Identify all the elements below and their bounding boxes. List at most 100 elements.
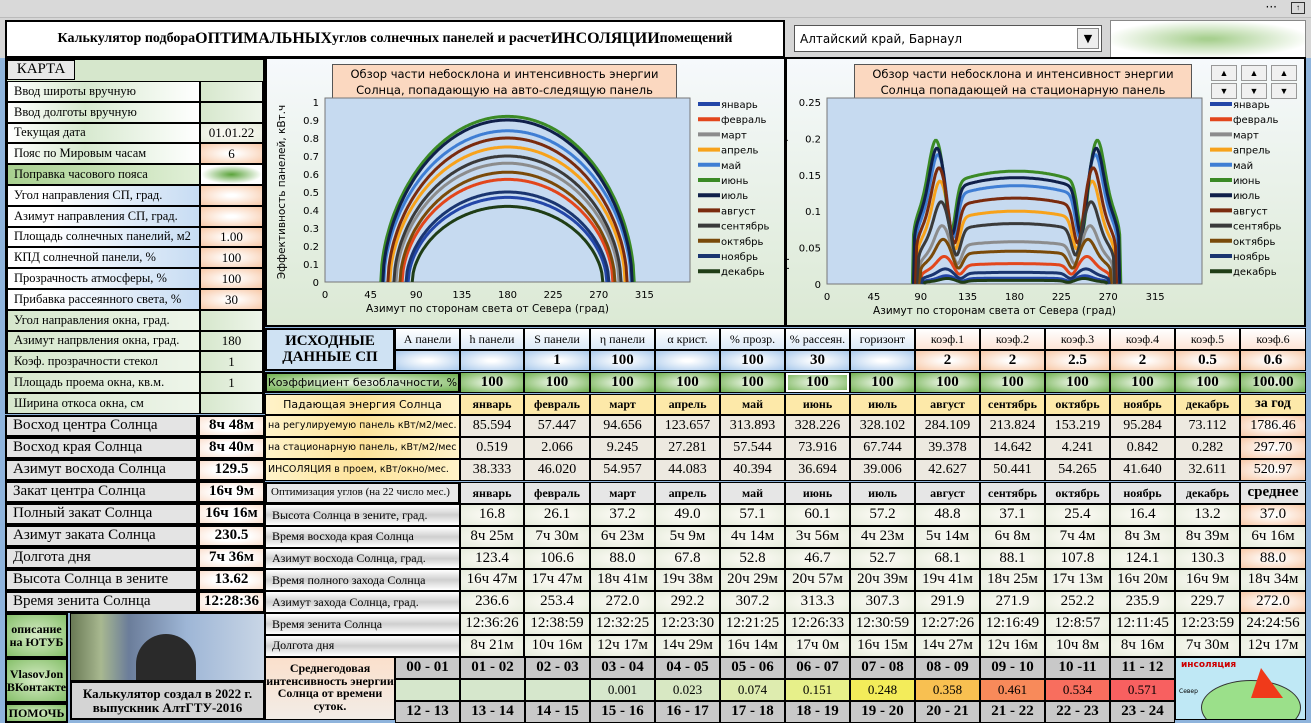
param-label: Пояс по Мировым часам: [7, 143, 200, 165]
optimization-value: 7ч 4м: [1045, 525, 1110, 548]
cloud-value[interactable]: 100: [720, 372, 785, 393]
cloud-value[interactable]: 100: [655, 372, 720, 393]
source-header: коэф.1: [915, 328, 980, 350]
optimization-value: 88.0: [590, 547, 655, 570]
hourly-value: 0.461: [980, 679, 1045, 701]
help-button[interactable]: ПОМОЧЬ: [5, 703, 68, 723]
cloud-value[interactable]: 100: [980, 372, 1045, 393]
param-value[interactable]: [200, 185, 263, 206]
optimization-value: 37.2: [590, 504, 655, 526]
more-options-icon[interactable]: ···: [1265, 0, 1277, 14]
hour-range-label: 03 - 04: [590, 657, 655, 679]
param-value[interactable]: [200, 309, 263, 331]
scroll-down-button[interactable]: ▼: [1241, 83, 1267, 99]
param-label: Азимут направления СП, град.: [7, 205, 200, 227]
param-label: Ввод широты вручную: [7, 81, 200, 102]
source-value[interactable]: [460, 350, 524, 371]
source-value[interactable]: 100: [720, 350, 785, 371]
energy-value: 0.842: [1110, 437, 1175, 459]
param-value[interactable]: 1: [200, 372, 263, 393]
cloud-value[interactable]: 100: [850, 372, 915, 393]
optimization-value: 17ч 13м: [1045, 569, 1110, 592]
cloud-value[interactable]: 100: [915, 372, 980, 393]
series-line-август: [914, 166, 1119, 284]
series-line-ноябрь: [920, 267, 1111, 285]
source-value[interactable]: 0.5: [1175, 350, 1240, 371]
series-line-ноябрь: [404, 190, 611, 283]
optimization-value: 7ч 30м: [1175, 634, 1240, 657]
energy-value: 39.006: [850, 459, 915, 481]
source-value[interactable]: [395, 350, 460, 371]
hourly-label: Среднегодовая интенсивность энергии Солн…: [265, 657, 395, 720]
param-label: Площадь проема окна, кв.м.: [7, 372, 200, 393]
optimization-value: 18ч 25м: [980, 569, 1045, 592]
cloud-value[interactable]: 100: [524, 372, 590, 393]
source-value[interactable]: 1: [524, 350, 590, 371]
source-value[interactable]: [850, 350, 915, 371]
cloud-value[interactable]: 100: [460, 372, 524, 393]
param-value[interactable]: [200, 205, 263, 227]
energy-value: 54.265: [1045, 459, 1110, 481]
param-value[interactable]: [200, 81, 263, 102]
source-value[interactable]: 2: [980, 350, 1045, 371]
param-value[interactable]: 1: [200, 351, 263, 373]
param-value[interactable]: [200, 393, 263, 414]
optimization-value: 229.7: [1175, 591, 1240, 613]
source-value[interactable]: 2.5: [1045, 350, 1110, 371]
vk-link-button[interactable]: VlasovJon ВКонтакте: [5, 658, 68, 703]
legend-label: январь: [1233, 100, 1270, 111]
optimization-value: 16.8: [460, 504, 524, 526]
scroll-up-button[interactable]: ▲: [1271, 65, 1297, 81]
youtube-link-button[interactable]: описание на ЮТУБ: [5, 613, 68, 658]
param-value[interactable]: [200, 164, 263, 185]
legend-label: октябрь: [1233, 237, 1276, 248]
cloud-value[interactable]: 100: [590, 372, 655, 393]
legend-label: март: [721, 130, 747, 141]
dropdown-arrow-icon[interactable]: ▼: [1077, 28, 1099, 49]
sun-info-label: Долгота дня: [5, 547, 198, 569]
cloud-value[interactable]: 100: [1110, 372, 1175, 393]
cloud-value[interactable]: 100: [785, 372, 850, 393]
source-value[interactable]: [655, 350, 720, 371]
legend-label: август: [1233, 206, 1268, 217]
series-line-сентябрь: [392, 154, 623, 283]
source-value[interactable]: 2: [915, 350, 980, 371]
source-value[interactable]: 0.6: [1240, 350, 1306, 371]
source-value[interactable]: 30: [785, 350, 850, 371]
param-value[interactable]: 30: [200, 289, 263, 310]
legend-label: апрель: [721, 146, 759, 157]
hour-range-label: 00 - 01: [395, 657, 460, 679]
scroll-up-button[interactable]: ▲: [1241, 65, 1267, 81]
source-value[interactable]: 2: [1110, 350, 1175, 371]
param-value[interactable]: 100: [200, 268, 263, 289]
param-label: Ширина откоса окна, см: [7, 393, 200, 414]
optimization-row-label: Долгота дня: [265, 634, 460, 657]
sun-info-value: 8ч 48м: [198, 415, 265, 437]
param-value[interactable]: 1.00: [200, 226, 263, 248]
legend-label: май: [1233, 161, 1253, 172]
month-header: за год: [1240, 394, 1306, 415]
cloud-value[interactable]: 100: [1175, 372, 1240, 393]
param-value[interactable]: [200, 101, 263, 123]
legend-label: август: [721, 206, 756, 217]
map-button[interactable]: КАРТА: [7, 60, 75, 80]
location-select[interactable]: Алтайский край, Барнаул ▼: [794, 25, 1102, 52]
hourly-value: 0.151: [785, 679, 850, 701]
scroll-up-button[interactable]: ▲: [1211, 65, 1237, 81]
source-header: S панели: [524, 328, 590, 350]
optimization-value: 272.0: [1240, 591, 1306, 613]
scroll-down-button[interactable]: ▼: [1211, 83, 1237, 99]
param-value[interactable]: 100: [200, 247, 263, 269]
source-value[interactable]: 100: [590, 350, 655, 371]
cloud-value[interactable]: 100: [1045, 372, 1110, 393]
hour-range-label: 04 - 05: [655, 657, 720, 679]
cloud-value[interactable]: 100.00: [1240, 372, 1306, 393]
param-value[interactable]: 01.01.22: [200, 122, 263, 144]
scroll-down-button[interactable]: ▼: [1271, 83, 1297, 99]
legend-label: март: [1233, 130, 1259, 141]
sun-info-value: 230.5: [198, 525, 265, 547]
param-value[interactable]: 6: [200, 143, 263, 165]
restore-ribbon-icon[interactable]: ↑: [1291, 2, 1305, 14]
optimization-value: 12ч 17м: [590, 634, 655, 657]
param-value[interactable]: 180: [200, 330, 263, 352]
